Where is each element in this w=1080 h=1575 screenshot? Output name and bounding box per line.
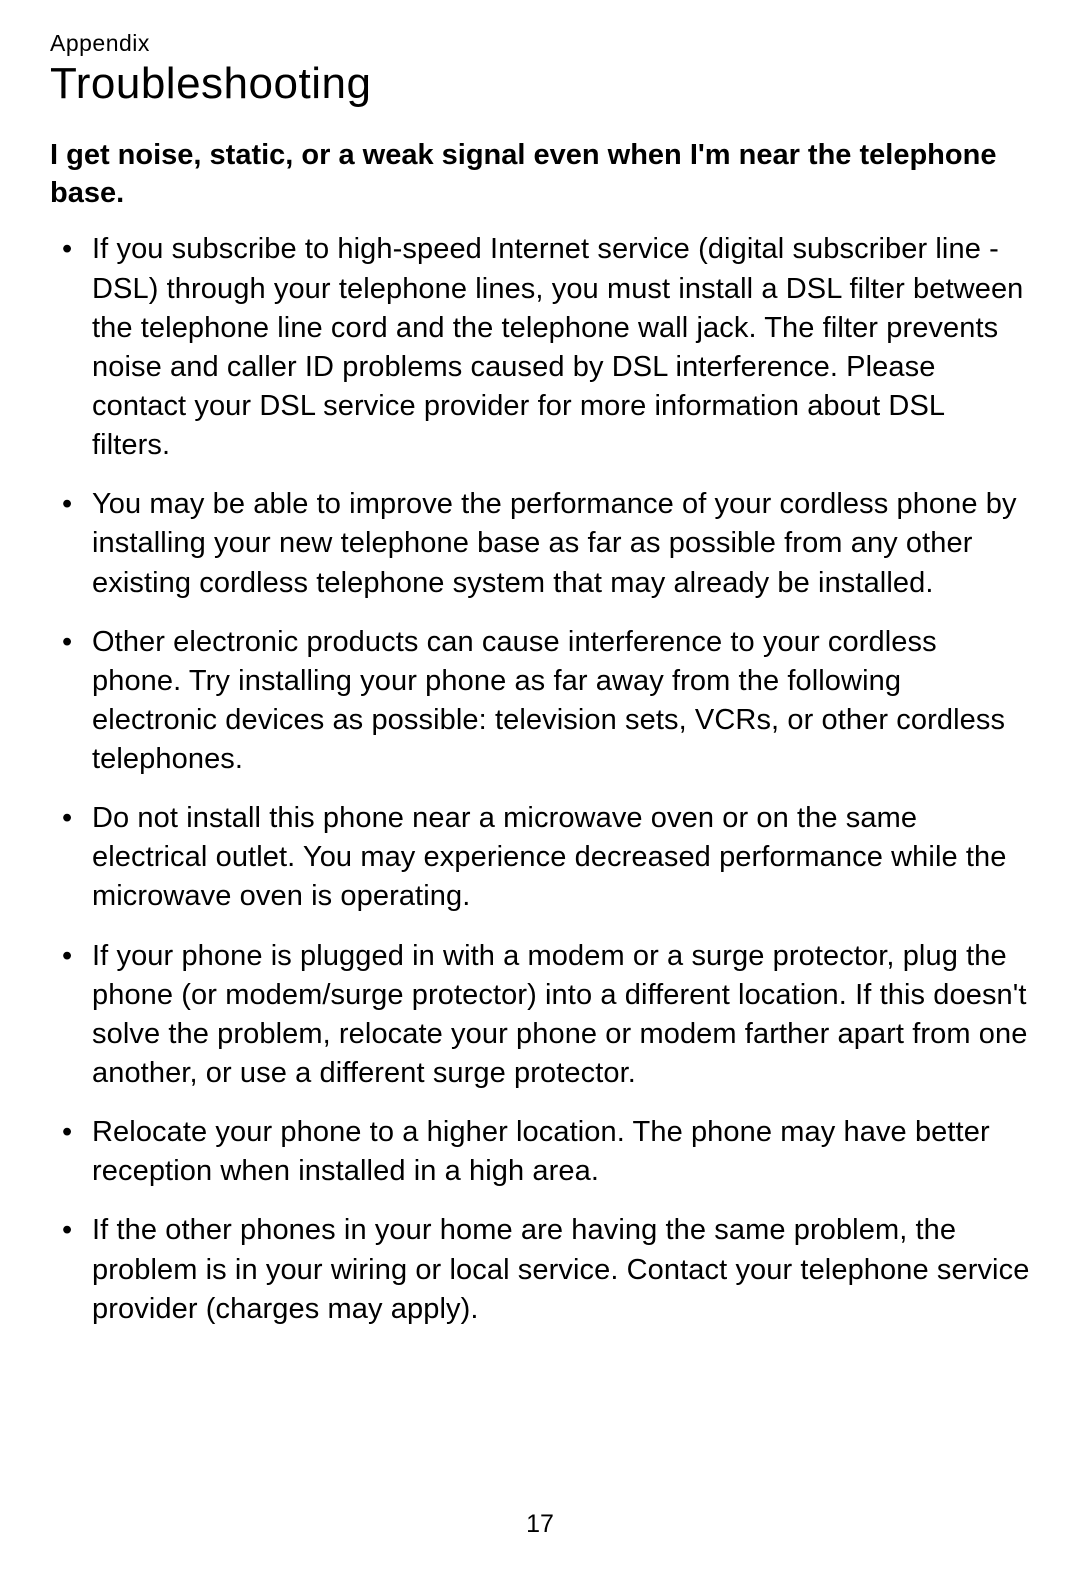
list-item: Do not install this phone near a microwa… — [50, 799, 1030, 916]
list-item: If the other phones in your home are hav… — [50, 1211, 1030, 1328]
troubleshooting-subtitle: I get noise, static, or a weak signal ev… — [50, 137, 1030, 212]
list-item: If your phone is plugged in with a modem… — [50, 937, 1030, 1094]
list-item: If you subscribe to high-speed Internet … — [50, 230, 1030, 465]
list-item: You may be able to improve the performan… — [50, 485, 1030, 602]
troubleshooting-list: If you subscribe to high-speed Internet … — [50, 230, 1030, 1329]
section-title: Troubleshooting — [50, 59, 1030, 109]
page-number: 17 — [0, 1510, 1080, 1539]
list-item: Relocate your phone to a higher location… — [50, 1113, 1030, 1191]
list-item: Other electronic products can cause inte… — [50, 623, 1030, 780]
appendix-label: Appendix — [50, 30, 1030, 57]
